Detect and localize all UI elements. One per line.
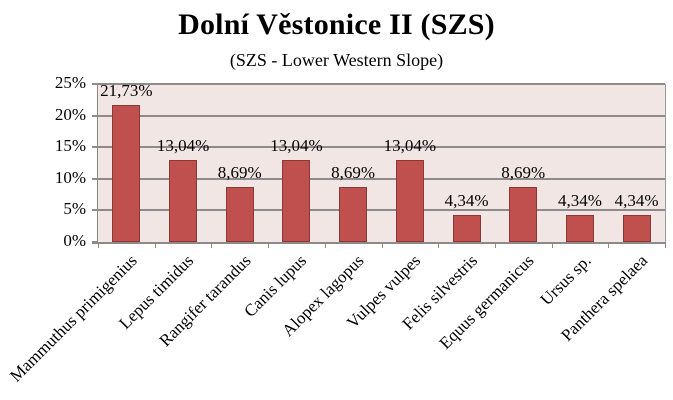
data-label: 21,73% [100, 80, 153, 100]
x-tick [154, 242, 156, 248]
data-label: 13,04% [383, 135, 437, 155]
data-label: 8,69% [217, 163, 262, 183]
y-tick-label: 20% [54, 104, 86, 124]
bar [622, 214, 651, 242]
y-tick [92, 177, 98, 180]
bar [169, 159, 198, 242]
y-tick [92, 146, 98, 149]
chart-subtitle: (SZS - Lower Western Slope) [229, 50, 444, 70]
gridline [98, 146, 665, 149]
y-tick-label: 15% [54, 136, 86, 156]
data-label: 13,04% [270, 135, 323, 155]
data-label: 4,34% [614, 190, 659, 210]
x-tick [551, 242, 553, 248]
x-tick [494, 242, 496, 248]
x-tick [608, 242, 610, 248]
y-tick-label: 5% [63, 199, 86, 219]
data-label: 8,69% [331, 163, 376, 183]
bar [509, 187, 538, 242]
bar [565, 214, 594, 242]
y-tick-label: 10% [54, 167, 86, 187]
x-tick [211, 242, 213, 248]
x-tick [665, 242, 666, 248]
gridline [98, 114, 665, 117]
gridline [98, 209, 665, 212]
gridline [98, 177, 665, 180]
data-label: 8,69% [501, 163, 546, 183]
chart-title: Dolní Věstonice II (SZS) [178, 8, 495, 41]
x-tick [438, 242, 440, 248]
data-label: 4,34% [444, 190, 489, 210]
y-tick-label: 0% [63, 231, 86, 250]
y-tick [92, 209, 98, 212]
x-axis [92, 242, 666, 244]
bar [225, 187, 254, 242]
y-tick [92, 114, 98, 117]
bar [395, 159, 424, 242]
bar [112, 104, 141, 242]
x-tick [381, 242, 383, 248]
y-axis [97, 84, 98, 243]
y-tick [92, 241, 98, 243]
data-label: 4,34% [557, 190, 602, 210]
bar [452, 214, 481, 242]
data-label: 13,04% [156, 135, 210, 155]
x-tick [268, 242, 270, 248]
gridline [98, 83, 665, 85]
x-tick [324, 242, 326, 248]
y-tick [92, 83, 98, 85]
y-tick-label: 25% [54, 73, 86, 92]
x-tick [98, 242, 99, 248]
bar [339, 187, 368, 242]
bar [282, 159, 311, 242]
